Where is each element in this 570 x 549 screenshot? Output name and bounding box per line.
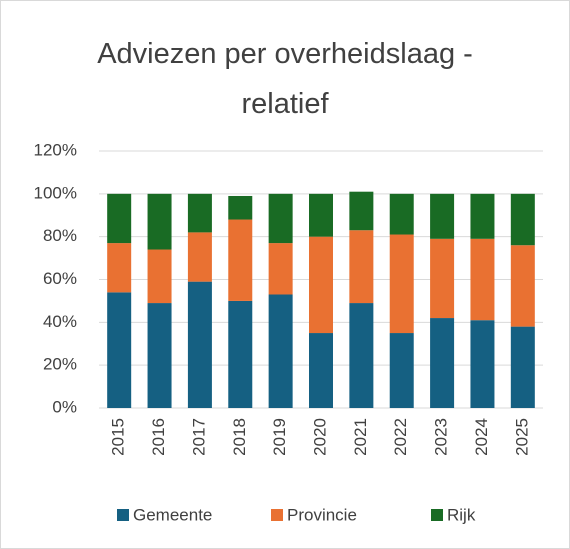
bar-segment [349,191,374,231]
y-tick-label: 80% [43,226,77,245]
bar-segment [430,318,455,408]
bar-segment [107,243,132,293]
bar-segment [187,281,212,408]
bar-segment [470,193,495,239]
y-tick-label: 120% [34,140,77,159]
bar-segment [107,292,132,408]
bar-segment [349,230,374,304]
legend-swatch [271,509,283,521]
bar-segment [147,193,172,250]
x-tick-label: 2021 [351,418,370,456]
legend-label: Provincie [287,505,357,524]
x-tick-label: 2020 [310,418,329,456]
bar-segment [430,238,455,319]
bar-segment [510,326,535,408]
bar-segment [309,193,333,237]
y-tick-label: 60% [43,269,77,288]
bar-segment [430,193,455,239]
x-tick-label: 2022 [391,418,410,456]
y-tick-label: 20% [43,355,77,374]
bar-segment [470,320,495,408]
bar-segment [228,219,253,301]
x-tick-label: 2018 [230,418,249,456]
legend-label: Rijk [447,505,476,524]
bar-segment [187,193,212,233]
x-tick-label: 2023 [432,418,451,456]
bar-segment [510,193,535,246]
x-tick-label: 2025 [512,418,531,456]
bar-segment [268,294,293,408]
bar-segment [147,303,172,408]
x-tick-label: 2019 [270,418,289,456]
bar-segment [268,243,293,295]
legend-label: Gemeente [133,505,212,524]
bar-segment [510,245,535,327]
bar-segment [147,249,172,304]
x-tick-label: 2024 [472,418,491,456]
x-tick-label: 2016 [149,418,168,456]
y-tick-label: 100% [34,183,77,202]
x-tick-label: 2017 [189,418,208,456]
bar-segment [309,333,333,408]
bar-segment [107,193,132,244]
y-tick-label: 40% [43,312,77,331]
bar-segment [389,333,414,408]
x-tick-label: 2015 [109,418,128,456]
y-tick-label: 0% [52,397,77,416]
bar-segment [349,303,374,408]
bar-segment [389,193,414,235]
bar-segment [389,234,414,334]
bar-segment [187,232,212,282]
legend-swatch [431,509,443,521]
bar-segment [228,300,253,408]
legend-swatch [117,509,129,521]
bar-segment [268,193,293,244]
chart-title: Adviezen per overheidslaag - relatief [97,38,473,120]
bar-segment [470,238,495,321]
bar-segment [309,236,333,334]
bar-segment [228,195,253,220]
